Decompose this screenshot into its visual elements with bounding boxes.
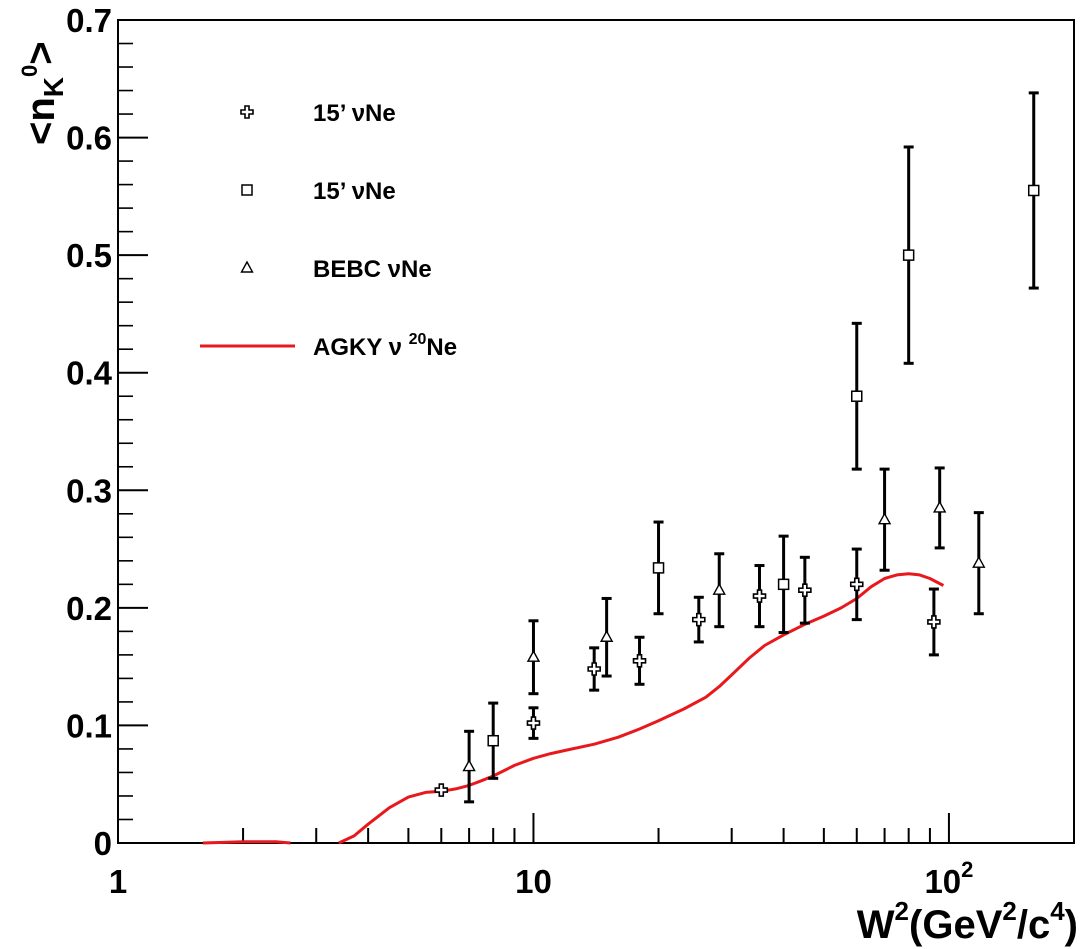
open-cross-marker [752,589,767,603]
y-tick-label: 0.6 [66,120,112,157]
y-axis: 0 0.1 0.2 0.3 0.4 0.5 0.6 0.7 [66,2,148,862]
open-triangle-marker [972,555,986,568]
x-axis-title-sup1: 2 [895,896,909,926]
y-axis-title-end: > [19,41,63,64]
data-point [652,520,665,616]
data-point [927,587,941,657]
data-point [849,547,864,622]
legend-label-post: Ne [426,334,457,361]
y-axis-title: <nK0> [17,41,69,145]
y-tick-label: 0.4 [66,355,113,392]
plot-frame [117,19,1075,844]
legend-label: 15’ νNe [313,100,396,127]
x-axis-title: W2(GeV2/c4) [857,896,1078,947]
open-triangle-marker [877,512,892,525]
data-point [877,467,892,572]
data-point [526,706,541,740]
x-tick-label: 1 [109,863,127,900]
x-axis-title-main: W [857,903,895,947]
legend-label-pre: AGKY ν [313,334,409,361]
x-tick-label: 10 [515,863,552,900]
data-point [902,145,915,365]
open-square-marker [652,562,665,574]
x-axis-title-part3: /c [1017,903,1050,947]
x-axis-title-part4: ) [1065,903,1078,947]
open-square-marker [902,249,915,261]
data-point [851,321,863,471]
open-triangle-marker [462,759,476,772]
model-curve-layer [202,572,945,845]
data-points-layer [434,91,1040,804]
data-point [932,466,947,550]
legend-label: BEBC νNe [313,256,432,283]
legend: 15’ νNe 15’ νNe BEBC νNe AGKY ν 20Ne [200,100,457,361]
data-point [632,635,647,686]
data-point [599,596,614,678]
y-tick-label: 0.5 [66,237,112,274]
data-point [526,619,541,696]
y-axis-title-main: <n [19,97,63,145]
data-point [487,701,499,780]
open-cross-marker [526,716,541,730]
open-cross-marker [240,105,254,119]
x-tick-label-base: 10 [924,863,961,900]
x-axis: 1 10 102 [109,813,1075,900]
legend-label: 15’ νNe [313,178,396,205]
open-triangle-marker [599,629,614,642]
data-point [798,555,812,625]
y-axis-title-subscript: K [38,77,69,97]
open-triangle-marker [932,500,947,513]
open-cross-marker [632,653,647,668]
x-tick-label: 102 [924,857,973,900]
open-square-marker [1027,184,1040,197]
y-tick-label: 0.2 [66,590,112,627]
data-point [712,552,726,629]
x-axis-title-sup2: 2 [1002,896,1016,926]
open-triangle-marker [526,649,541,662]
open-square-marker [487,734,499,747]
x-axis-title-sup3: 4 [1050,896,1065,926]
legend-entry: BEBC νNe [240,256,432,283]
data-point [462,729,476,804]
data-point [434,783,449,797]
open-cross-marker [434,783,449,797]
legend-entry: AGKY ν 20Ne [200,331,457,361]
data-point [691,595,706,644]
open-cross-marker [691,612,706,627]
y-axis-title-superscript: 0 [17,65,42,77]
legend-entry: 15’ νNe [240,100,396,127]
data-point [777,534,790,635]
legend-label: AGKY ν 20Ne [313,331,457,361]
open-cross-marker [849,577,864,592]
open-triangle-marker [712,582,726,595]
y-tick-label: 0 [94,825,112,862]
x-axis-title-part2: (GeV [909,903,1003,947]
y-tick-label: 0.7 [66,2,112,39]
legend-entry: 15’ νNe [241,178,396,205]
data-point [752,564,767,629]
open-triangle-marker [240,260,254,273]
model-curve [338,572,945,845]
open-cross-marker [927,615,941,629]
model-curve [202,840,291,845]
data-point [1027,91,1040,290]
open-square-marker [241,184,253,196]
open-cross-marker [798,583,812,598]
data-point [587,646,601,692]
open-cross-marker [587,662,601,676]
data-point [972,511,986,616]
open-square-marker [777,578,790,591]
y-tick-label: 0.3 [66,472,112,509]
y-tick-label: 0.1 [66,707,112,744]
legend-label-sup: 20 [409,331,427,348]
x-tick-label-exponent: 2 [961,857,973,882]
open-square-marker [851,390,863,402]
